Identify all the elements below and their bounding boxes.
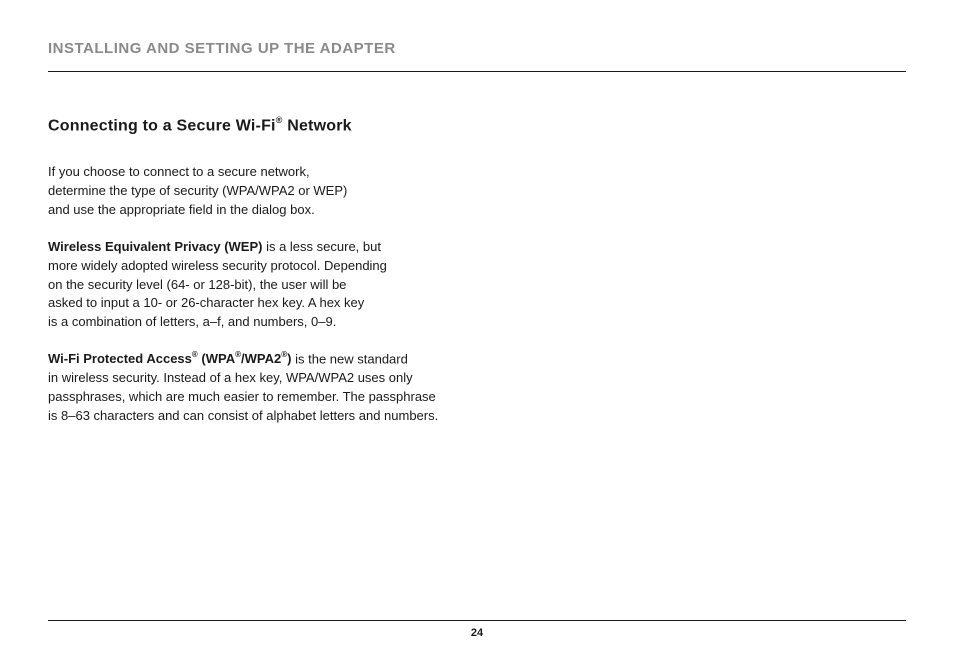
document-page: INSTALLING AND SETTING UP THE ADAPTER Co… [0,0,954,669]
wpa-line: is the new standard [295,351,408,366]
wep-line: asked to input a 10- or 26-character hex… [48,295,364,310]
wpa-line: in wireless security. Instead of a hex k… [48,370,413,385]
intro-line: and use the appropriate field in the dia… [48,202,315,217]
intro-line: determine the type of security (WPA/WPA2… [48,183,347,198]
wpa-term-part: Wi-Fi Protected Access [48,351,192,366]
subhead-part2: Network [283,117,352,134]
wpa-term-part: ) [287,351,291,366]
page-number: 24 [48,627,906,639]
page-footer: 24 [48,620,906,639]
wep-line: is a combination of letters, a–f, and nu… [48,314,336,329]
registered-icon: ® [192,350,198,359]
wep-paragraph: Wireless Equivalent Privacy (WEP) is a l… [48,238,668,332]
wep-line: is a less secure, but [262,239,381,254]
intro-paragraph: If you choose to connect to a secure net… [48,163,668,220]
section-header: INSTALLING AND SETTING UP THE ADAPTER [48,40,906,57]
wep-line: on the security level (64- or 128-bit), … [48,277,346,292]
header-rule [48,71,906,72]
body-text: If you choose to connect to a secure net… [48,163,668,425]
wpa-line: is 8–63 characters and can consist of al… [48,408,438,423]
registered-icon: ® [281,350,287,359]
wpa-line: passphrases, which are much easier to re… [48,389,436,404]
registered-icon: ® [235,350,241,359]
registered-icon: ® [276,115,283,125]
wpa-paragraph: Wi-Fi Protected Access® (WPA®/WPA2®) is … [48,350,668,426]
wpa-term-part: (WPA [198,351,235,366]
footer-rule [48,620,906,621]
intro-line: If you choose to connect to a secure net… [48,164,310,179]
wep-line: more widely adopted wireless security pr… [48,258,387,273]
subhead-part1: Connecting to a Secure Wi-Fi [48,117,276,134]
wpa-term-part: /WPA2 [241,351,281,366]
wpa-term: Wi-Fi Protected Access® (WPA®/WPA2®) [48,351,295,366]
section-subheading: Connecting to a Secure Wi-Fi® Network [48,116,906,135]
wep-term: Wireless Equivalent Privacy (WEP) [48,239,262,254]
